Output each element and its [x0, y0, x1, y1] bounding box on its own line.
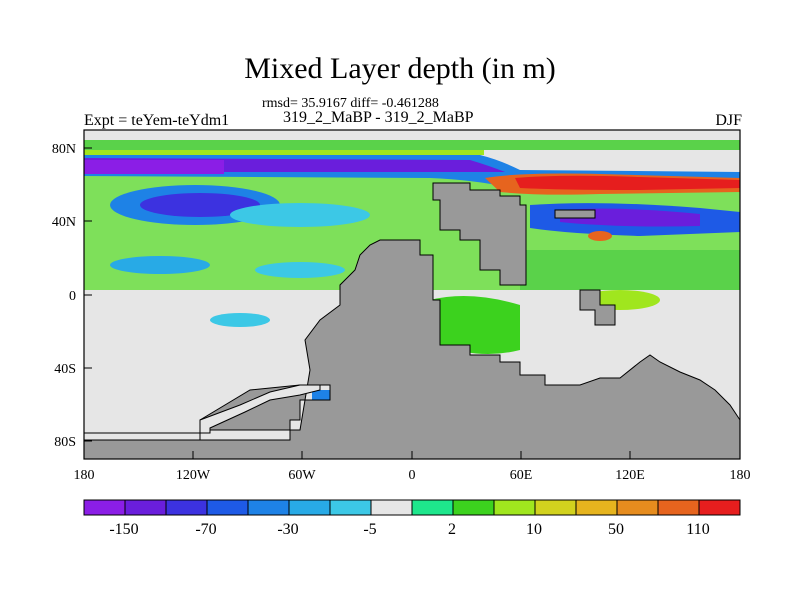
colorbar-swatch	[329, 499, 372, 516]
colorbar-swatch	[288, 499, 331, 516]
lat-tick-label: 40S	[54, 362, 76, 377]
colorbar-swatch	[370, 499, 413, 516]
colorbar-swatch	[657, 499, 700, 516]
southern-inlet-ocean	[83, 384, 321, 441]
colorbar-swatch	[616, 499, 659, 516]
lat-tick-label: 80S	[54, 435, 76, 450]
pacific-cyan-patch	[230, 203, 370, 227]
colorbar-label: 110	[686, 521, 709, 538]
lon-tick-label: 120W	[176, 468, 211, 483]
indian-ocean-green	[430, 296, 520, 354]
colorbar-labels: -150 -70 -30 -5 2 10 50 110	[109, 521, 709, 538]
lon-tick-label: 0	[409, 468, 416, 483]
colorbar-label: 2	[448, 521, 456, 538]
colorbar-swatch	[124, 499, 167, 516]
colorbar-label: 50	[608, 521, 624, 538]
colorbar-label: -150	[109, 521, 138, 538]
colorbar-label: -30	[277, 521, 298, 538]
colorbar-swatch	[165, 499, 208, 516]
landmass-east-island	[579, 289, 616, 326]
stats-line: rmsd= 35.9167 diff= -0.461288	[262, 96, 439, 111]
north-band-green	[84, 140, 740, 150]
colorbar-swatch	[534, 499, 577, 516]
land-masses	[83, 182, 741, 460]
axis-ticks	[83, 147, 741, 459]
colorbar-swatch	[575, 499, 618, 516]
colorbar-label: -70	[195, 521, 216, 538]
east-orange-spot	[588, 231, 612, 241]
positive-anomaly-red	[515, 175, 740, 190]
arctic-deep-purple	[84, 160, 224, 174]
colorbar-swatch	[452, 499, 495, 516]
plot-title: Mixed Layer depth (in m)	[244, 52, 556, 85]
colorbar-swatch	[411, 499, 454, 516]
experiment-label: Expt = teYem-teYdm1	[84, 112, 230, 129]
landmass-northeast	[432, 182, 527, 286]
lat-tick-label: 0	[69, 289, 76, 304]
landmass-small-east	[554, 209, 596, 219]
lat-tick-label: 80N	[52, 142, 76, 157]
colorbar-swatch	[698, 499, 741, 516]
tropical-cyan-patch	[110, 256, 210, 274]
colorbar-swatch	[493, 499, 536, 516]
lon-tick-label: 60E	[510, 468, 533, 483]
colorbar-swatch	[83, 499, 126, 516]
pacific-deep-blue	[140, 193, 260, 217]
south-cyan-patch	[210, 313, 270, 327]
lon-tick-label: 180	[730, 468, 751, 483]
lat-axis-labels: 80N 40N 0 40S 80S	[52, 142, 76, 450]
colorbar-swatch	[247, 499, 290, 516]
colorbar-label: -5	[363, 521, 376, 538]
lon-tick-label: 60W	[288, 468, 316, 483]
lon-axis-labels: 180 120W 60W 0 60E 120E 180	[74, 468, 751, 483]
colorbar-label: 10	[526, 521, 542, 538]
lon-tick-label: 120E	[615, 468, 645, 483]
plot-subtitle: 319_2_MaBP - 319_2_MaBP	[283, 109, 474, 126]
colorbar	[83, 499, 741, 516]
east-tropical-green	[520, 250, 740, 290]
lon-tick-label: 180	[74, 468, 95, 483]
tropical-cyan-patch-2	[255, 262, 345, 278]
lat-tick-label: 40N	[52, 215, 76, 230]
colorbar-swatch	[206, 499, 249, 516]
season-label: DJF	[715, 112, 742, 129]
